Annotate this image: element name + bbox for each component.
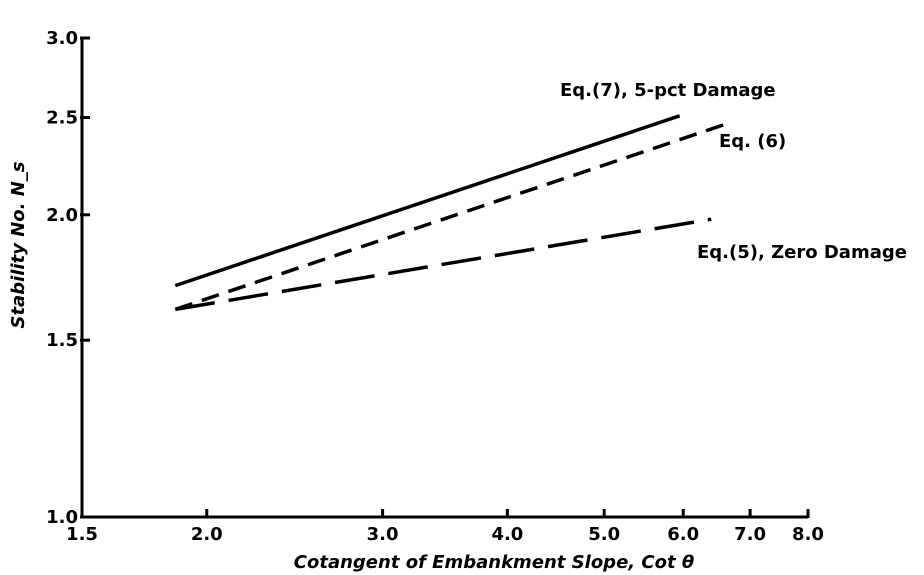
series-label-eq6: Eq. (6) bbox=[719, 131, 786, 152]
series-label-eq5: Eq.(5), Zero Damage bbox=[697, 242, 907, 263]
x-tick-label: 5.0 bbox=[588, 524, 620, 545]
y-tick-label: 2.0 bbox=[46, 205, 78, 226]
y-tick-label: 2.5 bbox=[46, 107, 78, 128]
series-line-2 bbox=[175, 217, 712, 312]
x-tick-label: 8.0 bbox=[792, 524, 824, 545]
series-line-0 bbox=[174, 114, 681, 288]
y-tick-label: 3.0 bbox=[46, 28, 78, 49]
y-axis-ticks: 1.0 1.5 2.0 2.5 3.0 bbox=[46, 28, 90, 528]
x-tick-label: 3.0 bbox=[367, 524, 399, 545]
x-tick-label: 1.5 bbox=[66, 524, 98, 545]
x-tick-label: 6.0 bbox=[667, 524, 699, 545]
x-tick-label: 2.0 bbox=[191, 524, 223, 545]
y-axis-title: Stability No. N_s bbox=[8, 161, 29, 328]
y-tick-label: 1.0 bbox=[46, 507, 78, 528]
x-tick-label: 4.0 bbox=[491, 524, 523, 545]
x-tick-label: 7.0 bbox=[734, 524, 766, 545]
series-label-eq7: Eq.(7), 5-pct Damage bbox=[560, 80, 776, 101]
series-layer bbox=[174, 114, 726, 312]
x-axis: 1.5 2.0 3.0 4.0 5.0 6.0 7.0 8.0 bbox=[66, 509, 824, 545]
series-line-1 bbox=[174, 122, 726, 312]
y-tick-label: 1.5 bbox=[46, 330, 78, 351]
x-axis-title: Cotangent of Embankment Slope, Cot θ bbox=[294, 552, 694, 573]
y-axis: 1.0 1.5 2.0 2.5 3.0 bbox=[46, 28, 90, 528]
x-axis-ticks: 1.5 2.0 3.0 4.0 5.0 6.0 7.0 8.0 bbox=[66, 509, 824, 545]
